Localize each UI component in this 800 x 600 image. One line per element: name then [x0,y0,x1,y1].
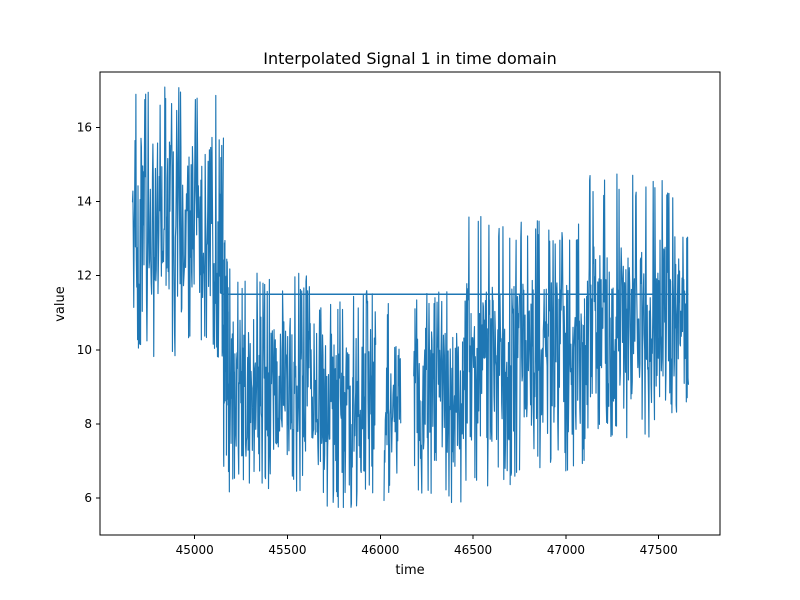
series-segment [413,291,465,504]
series-segment [222,239,229,467]
series-segment [463,215,521,487]
series-group [131,86,690,509]
x-tick-label: 46000 [361,543,399,557]
series-segment [583,173,660,440]
x-tick-label: 45500 [268,543,306,557]
x-tick-label: 45000 [176,543,214,557]
x-tick-label: 47500 [640,543,678,557]
series-segment [314,290,377,509]
y-tick-label: 8 [84,417,92,431]
y-tick-label: 12 [77,269,92,283]
x-tick-label: 46500 [454,543,492,557]
x-tick-label: 47000 [547,543,585,557]
x-axis-label: time [395,563,424,578]
axes-frame [99,71,721,536]
y-tick-label: 6 [84,491,92,505]
chart-title: Interpolated Signal 1 in time domain [263,49,556,68]
y-axis: 6 8 10 12 14 16 [77,121,100,505]
y-tick-label: 16 [77,121,92,135]
x-axis: 45000 45500 46000 46500 47000 47500 [176,535,678,557]
series-segment [227,268,316,493]
series-segment [518,220,586,472]
y-tick-label: 10 [77,343,92,357]
y-tick-label: 14 [77,195,92,209]
series-segment [131,86,225,358]
y-axis-label: value [53,286,68,322]
series-segment [383,302,402,502]
series-segment [658,180,690,414]
